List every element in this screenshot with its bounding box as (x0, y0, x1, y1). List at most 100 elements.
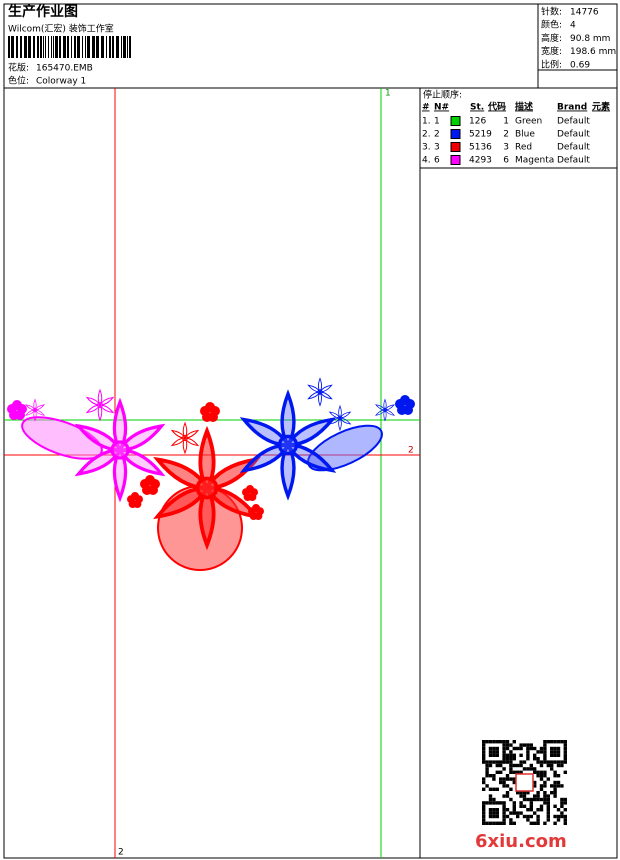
qr-cell (488, 787, 493, 791)
qr-cell (522, 814, 527, 819)
qr-cell (482, 787, 486, 791)
column-header: Brand (557, 103, 587, 113)
qr-cell (505, 774, 510, 778)
qr-cell (539, 777, 544, 781)
qr-cell (536, 750, 540, 754)
qr-cell (526, 814, 530, 819)
guide-label: 2 (408, 446, 414, 456)
qr-cell (502, 818, 506, 822)
qr-cell (485, 740, 489, 744)
bar-stripe (59, 36, 61, 58)
qr-cell (492, 821, 496, 825)
stitches: 4293 (469, 156, 492, 166)
qr-cell (553, 774, 557, 778)
qr-cell (502, 794, 506, 798)
bar-stripe (67, 36, 69, 58)
qr-cell (492, 774, 496, 778)
qr-cell (560, 797, 564, 802)
qr-cell (502, 767, 506, 771)
qr-cell (563, 757, 567, 761)
qr-cell (492, 750, 496, 754)
qr-cell (543, 753, 547, 757)
qr-cell (533, 784, 537, 788)
qr-cell (509, 743, 513, 747)
qr-cell (499, 777, 503, 781)
qr-cell (502, 808, 506, 812)
qr-cell (539, 746, 544, 751)
qr-cell (546, 794, 550, 798)
color-swatch (450, 155, 461, 165)
stitches: 5219 (469, 130, 492, 140)
qr-cell (492, 811, 496, 815)
bar-stripe (48, 36, 49, 58)
qr-cell (499, 821, 503, 825)
qr-cell (509, 750, 513, 754)
qr-cell (543, 750, 547, 754)
qr-cell (556, 774, 561, 778)
qr-cell (485, 801, 489, 805)
brand: Default (557, 130, 590, 140)
qr-cell (488, 746, 493, 751)
qr-cell (563, 740, 567, 744)
qr-cell (553, 821, 557, 825)
bar-stripe (121, 36, 122, 58)
qr-cell (536, 797, 540, 802)
bar-stripe (101, 36, 104, 58)
bar-stripe (123, 36, 126, 58)
qr-cell (505, 740, 510, 744)
qr-cell (482, 818, 486, 822)
qr-cell (533, 770, 537, 774)
qr-cell (495, 821, 499, 825)
qr-cell (516, 746, 520, 751)
qr-cell (495, 801, 499, 805)
qr-cell (485, 821, 489, 825)
stitches: 5136 (469, 143, 492, 153)
bar-stripe (92, 36, 95, 58)
qr-cell (488, 797, 493, 802)
row-index: 1. (422, 117, 431, 127)
description: Green (515, 117, 542, 127)
qr-cell (482, 750, 486, 754)
qr-cell (512, 757, 516, 761)
row-index: 4. (422, 156, 431, 166)
qr-cell (485, 784, 489, 788)
column-header: 描述 (515, 101, 533, 113)
qr-cell (553, 750, 557, 754)
qr-cell (553, 794, 557, 798)
qr-cell (556, 740, 561, 744)
qr-cell (529, 746, 533, 751)
bar-stripe (63, 36, 66, 58)
qr-cell (553, 760, 557, 764)
row-index: 2. (422, 130, 431, 140)
qr-cell (505, 743, 510, 747)
brand: Default (557, 117, 590, 127)
qr-cell (509, 777, 513, 781)
qr-cell (502, 814, 506, 819)
qr-cell (539, 797, 544, 802)
qr-cell (519, 753, 523, 757)
qr-cell (533, 821, 537, 825)
qr-cell (543, 821, 547, 825)
row-index: 3. (422, 143, 431, 153)
colorway-label: 色位: (8, 75, 29, 87)
needle: 1 (434, 117, 440, 127)
bar-stripe (85, 36, 86, 58)
qr-cell (539, 808, 544, 812)
qr-cell (526, 797, 530, 802)
qr-cell (519, 770, 523, 774)
qr-cell (482, 740, 486, 744)
qr-code (482, 740, 567, 825)
qr-cell (533, 757, 537, 761)
qr-cell (488, 750, 493, 754)
qr-cell (553, 804, 557, 808)
qr-cell (488, 808, 493, 812)
qr-cell (526, 753, 530, 757)
colorway: Colorway 1 (36, 77, 86, 87)
needle: 2 (434, 130, 440, 140)
qr-cell (543, 801, 547, 805)
qr-cell (495, 787, 499, 791)
qr-cell (488, 794, 493, 798)
qr-cell (550, 760, 554, 764)
qr-cell (533, 780, 537, 785)
bar-stripe (37, 36, 39, 58)
